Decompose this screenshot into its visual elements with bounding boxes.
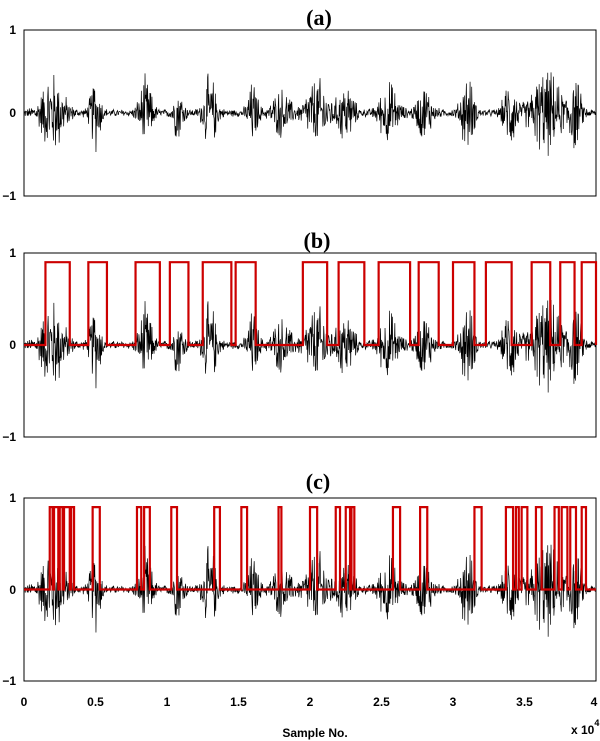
mask-line	[24, 261, 598, 347]
panel-c-ytick-minus1: −1	[2, 674, 16, 688]
x-axis-multiplier-base: x 10	[571, 723, 595, 737]
xtick-label: 3	[450, 695, 457, 709]
panel-c-ytick-0: 0	[9, 583, 16, 597]
panel-c-plot	[23, 497, 597, 682]
waveform-line	[23, 72, 597, 156]
panel-a-ytick-minus1: −1	[2, 189, 16, 203]
xtick-label: 2.5	[373, 695, 390, 709]
panel-a-title: (a)	[306, 5, 332, 30]
xtick-label: 4	[591, 695, 598, 709]
panel-a-waveform	[23, 72, 597, 156]
panel-a-plot	[23, 29, 597, 197]
xtick-label: 0	[21, 695, 28, 709]
xtick-label: 1.5	[230, 695, 247, 709]
xtick-label: 2	[307, 695, 314, 709]
panel-c-mask-line	[24, 506, 596, 591]
xtick-label: 1	[164, 695, 171, 709]
panel-b-waveform	[23, 300, 597, 393]
xtick-label: 3.5	[516, 695, 533, 709]
panel-b-ytick-minus1: −1	[2, 430, 16, 444]
panel-b-plot	[23, 252, 598, 438]
panel-b-ytick-1: 1	[9, 246, 16, 260]
panel-c-title: (c)	[306, 469, 330, 494]
panel-c-ytick-1: 1	[9, 491, 16, 505]
panel-b-mask-line	[24, 261, 598, 347]
x-axis-multiplier-exponent: 4	[594, 718, 599, 728]
mask-line	[24, 506, 596, 591]
panel-a-ytick-1: 1	[9, 23, 16, 37]
panel-b-title: (b)	[304, 228, 331, 253]
panel-a-ytick-0: 0	[9, 106, 16, 120]
panel-c-xtick-labels: 0 0.5 1 1.5 2 2.5 3 3.5 4	[21, 695, 598, 709]
x-axis-label: Sample No.	[282, 726, 347, 740]
xtick-label: 0.5	[87, 695, 104, 709]
x-axis-multiplier: x 104	[571, 718, 599, 737]
waveform-line	[23, 300, 597, 393]
panel-b-ytick-0: 0	[9, 338, 16, 352]
